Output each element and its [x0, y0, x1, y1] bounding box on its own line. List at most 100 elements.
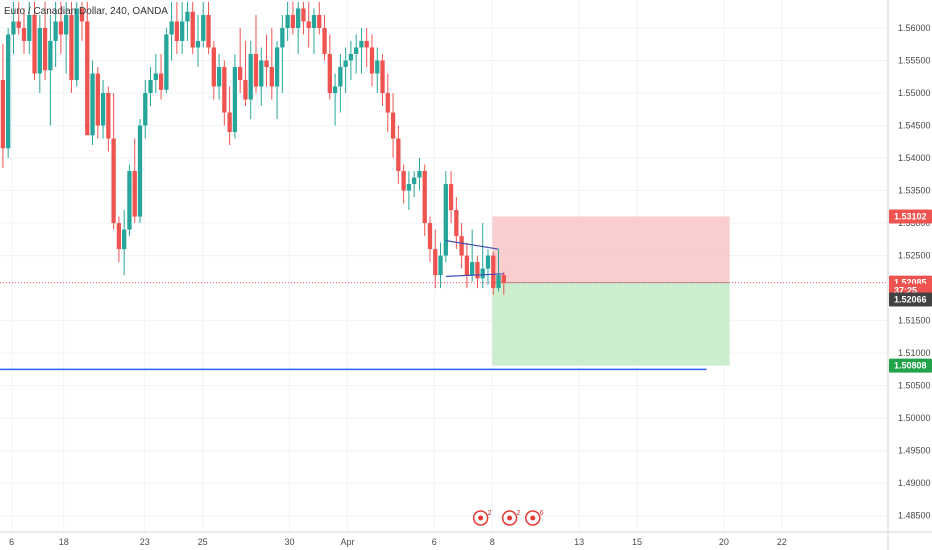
price-tag-box: [889, 358, 932, 373]
time-tick-label: 20: [719, 537, 729, 547]
candle-body: [190, 11, 195, 48]
price-tick-label: 1.55000: [898, 88, 931, 98]
candle-body: [132, 171, 137, 217]
candle-body: [79, 8, 85, 22]
trend-line: [445, 240, 499, 250]
chart-title: Euro / Canadian Dollar, 240, OANDA: [4, 6, 168, 17]
candle-body: [74, 8, 79, 80]
price-tick-label: 1.52500: [898, 251, 931, 261]
candle-body: [48, 40, 53, 71]
price-tick-label: 1.49000: [898, 478, 931, 488]
price-axis[interactable]: 1.56000 1.55500 1.55000 1.54500 1.54000 1.535…: [887, 0, 931, 550]
candle-body: [364, 40, 369, 48]
price-tick-label: 1.55500: [898, 55, 931, 65]
candle-body: [32, 14, 37, 74]
candle-body: [143, 93, 148, 126]
candle-body: [274, 47, 280, 87]
candle-body: [380, 60, 385, 94]
time-tick-label: 23: [140, 537, 150, 547]
candle-body: [412, 177, 417, 185]
candle-body: [369, 47, 375, 74]
event-flag-dot: [478, 515, 484, 521]
time-tick-label: 18: [59, 537, 69, 547]
price-tag-label: 37:25: [894, 286, 917, 296]
candle-body: [354, 47, 359, 54]
candle-body: [459, 236, 464, 256]
time-tick-label: 6: [9, 537, 14, 547]
price-tag-label: 1.53102: [894, 211, 927, 221]
candle-body: [491, 255, 496, 289]
price-tag-label: 1.50808: [894, 361, 927, 371]
time-tick-label: 30: [285, 537, 295, 547]
trend-line: [445, 273, 504, 278]
candle-body: [390, 112, 396, 139]
event-flag-dot: [530, 515, 536, 521]
price-tick-label: 1.51500: [898, 316, 931, 326]
candles: [0, 1, 506, 295]
candle-body: [64, 14, 69, 35]
candle-body: [100, 93, 106, 126]
candle-body: [232, 66, 238, 133]
candle-body: [285, 14, 290, 28]
price-tick-label: 1.50000: [898, 413, 931, 423]
grid: [0, 0, 888, 532]
time-tick-label: 8: [490, 537, 495, 547]
candle-body: [137, 125, 143, 217]
candle-body: [290, 14, 296, 28]
candle-body: [16, 21, 21, 28]
price-tag-box: [889, 292, 932, 307]
candle-body: [327, 53, 332, 94]
candle-body: [343, 60, 348, 67]
event-count: 6: [540, 510, 544, 517]
candle-body: [248, 53, 253, 100]
candle-body: [311, 14, 317, 28]
candle-body: [58, 21, 64, 35]
drawings[interactable]: [0, 240, 707, 371]
candle-body: [470, 262, 475, 276]
event-count: 2: [517, 510, 521, 517]
candle-body: [296, 8, 301, 28]
candle-body: [264, 60, 269, 67]
trade-zones[interactable]: [0, 216, 888, 366]
candle-body: [69, 14, 74, 80]
candle-body: [496, 275, 501, 289]
candle-body: [21, 27, 27, 41]
price-tick-label: 1.53500: [898, 186, 931, 196]
candle-body: [338, 66, 343, 87]
candle-body: [443, 184, 448, 256]
candle-body: [37, 27, 42, 74]
candle-body: [306, 21, 311, 28]
candle-body: [332, 86, 338, 94]
candle-body: [475, 262, 480, 279]
candle-body: [243, 79, 248, 100]
price-tick-label: 1.56000: [898, 23, 931, 33]
time-tick-label: 25: [198, 537, 208, 547]
candle-body: [158, 73, 164, 90]
candle-body: [206, 14, 211, 48]
candle-body: [148, 79, 153, 94]
candle-body: [6, 34, 11, 149]
event-markers[interactable]: 2 2 6: [472, 510, 544, 526]
candle-body: [259, 60, 264, 87]
event-count: 2: [488, 510, 492, 517]
price-tick-label: 1.48500: [898, 511, 931, 521]
candle-body: [501, 275, 506, 283]
candle-body: [85, 21, 90, 136]
candle-body: [438, 255, 443, 276]
candle-body: [253, 53, 259, 87]
candle-body: [448, 184, 454, 211]
candle-body: [116, 223, 122, 250]
candle-body: [164, 34, 169, 90]
candle-body: [11, 21, 16, 35]
price-tick-label: 1.49500: [898, 446, 931, 456]
candle-body: [185, 11, 190, 22]
event-flag-dot: [507, 515, 513, 521]
time-tick-label: 15: [632, 537, 642, 547]
candle-body: [406, 184, 412, 191]
time-tick-label: 13: [574, 537, 584, 547]
time-axis[interactable]: 6 18 23 25 30 Apr 6 8 13 15 20 22: [0, 531, 932, 547]
candle-body: [433, 249, 438, 276]
